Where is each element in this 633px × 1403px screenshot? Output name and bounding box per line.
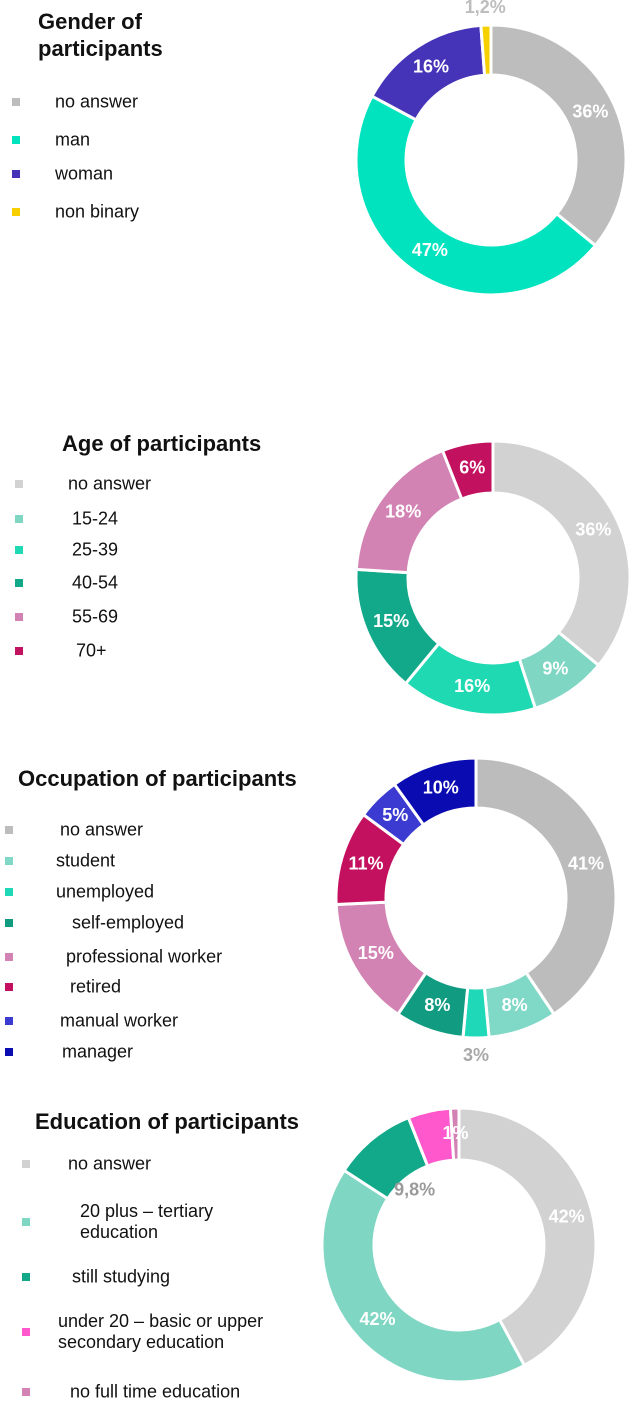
legend-swatch xyxy=(5,953,13,961)
donut-segment xyxy=(457,1106,598,1368)
legend-swatch xyxy=(22,1160,30,1168)
data-label: 47% xyxy=(412,240,448,260)
legend-swatch xyxy=(15,579,23,587)
data-label: 15% xyxy=(373,611,409,631)
legend-label: man xyxy=(55,129,91,150)
legend-swatch xyxy=(22,1273,30,1281)
donut-segment xyxy=(354,94,598,297)
legend-swatch xyxy=(15,515,23,523)
legend-swatch xyxy=(12,208,20,216)
donut-segment xyxy=(392,756,478,827)
legend-swatch xyxy=(22,1218,30,1226)
donut-segment xyxy=(448,1106,461,1162)
chart-title: Age of participants xyxy=(62,431,262,456)
data-label: 36% xyxy=(575,519,611,539)
data-label: 1% xyxy=(442,1123,468,1143)
legend-label: under 20 – basic or upper secondary educ… xyxy=(58,1311,264,1352)
legend-label: no answer xyxy=(55,91,139,112)
legend-swatch xyxy=(15,647,23,655)
legend-swatch xyxy=(5,919,13,927)
legend-label: no full time education xyxy=(70,1381,241,1402)
legend-swatch xyxy=(5,826,13,834)
donut-segment xyxy=(320,1168,527,1384)
legend-label: 15-24 xyxy=(72,508,119,529)
legend-swatch xyxy=(22,1388,30,1396)
legend-swatch xyxy=(12,136,20,144)
chart-title: Education of participants xyxy=(35,1109,300,1134)
data-label: 3% xyxy=(463,1045,489,1065)
legend-label: woman xyxy=(55,163,114,184)
chart-title: Occupation of participants xyxy=(18,766,297,791)
data-label: 42% xyxy=(359,1309,395,1329)
donut-segment xyxy=(491,439,632,668)
legend-label: professional worker xyxy=(66,946,223,967)
legend-label: student xyxy=(56,850,116,871)
data-label: 11% xyxy=(348,853,383,873)
data-label: 6% xyxy=(459,458,485,478)
legend-swatch xyxy=(12,98,20,106)
legend-label: no answer xyxy=(68,473,152,494)
legend-label: retired xyxy=(70,976,122,997)
legend-swatch xyxy=(5,1048,13,1056)
legend-swatch xyxy=(15,480,23,488)
legend-swatch xyxy=(22,1328,30,1336)
legend-swatch xyxy=(12,170,20,178)
data-label: 5% xyxy=(382,805,408,825)
data-label: 42% xyxy=(549,1206,585,1226)
legend-label: still studying xyxy=(72,1266,171,1287)
legend-swatch xyxy=(5,1017,13,1025)
legend-swatch xyxy=(5,983,13,991)
legend-swatch xyxy=(5,857,13,865)
legend-label: non binary xyxy=(55,201,140,222)
legend-label: no answer xyxy=(60,819,144,840)
legend-swatch xyxy=(5,888,13,896)
chart-title: Gender of participants xyxy=(38,9,163,61)
legend-label: 20 plus – tertiary education xyxy=(80,1201,214,1242)
donut-segment xyxy=(440,439,495,501)
data-label: 36% xyxy=(572,102,608,122)
legend-label: manager xyxy=(62,1041,134,1062)
data-label: 16% xyxy=(454,676,490,696)
legend-label: 25-39 xyxy=(72,539,119,560)
donut-segment xyxy=(479,23,493,77)
data-label: 41% xyxy=(568,853,604,873)
data-label: 1,2% xyxy=(465,0,506,17)
data-label: 9,8% xyxy=(394,1180,435,1200)
data-label: 9% xyxy=(542,659,568,679)
legend-swatch xyxy=(15,546,23,554)
data-label: 8% xyxy=(502,995,528,1015)
data-label: 10% xyxy=(423,777,459,797)
data-label: 18% xyxy=(385,502,421,522)
legend-label: 70+ xyxy=(76,640,107,661)
legend-label: manual worker xyxy=(60,1010,179,1031)
donut-segment xyxy=(489,23,628,248)
legend-label: 40-54 xyxy=(72,572,119,593)
legend-label: unemployed xyxy=(56,881,155,902)
data-label: 16% xyxy=(413,57,449,77)
donut-segment xyxy=(474,756,618,1017)
legend-label: 55-69 xyxy=(72,606,119,627)
legend-label: self-employed xyxy=(72,912,185,933)
legend-label: no answer xyxy=(68,1153,152,1174)
legend-swatch xyxy=(15,613,23,621)
data-label: 15% xyxy=(358,943,394,963)
data-label: 8% xyxy=(424,995,450,1015)
